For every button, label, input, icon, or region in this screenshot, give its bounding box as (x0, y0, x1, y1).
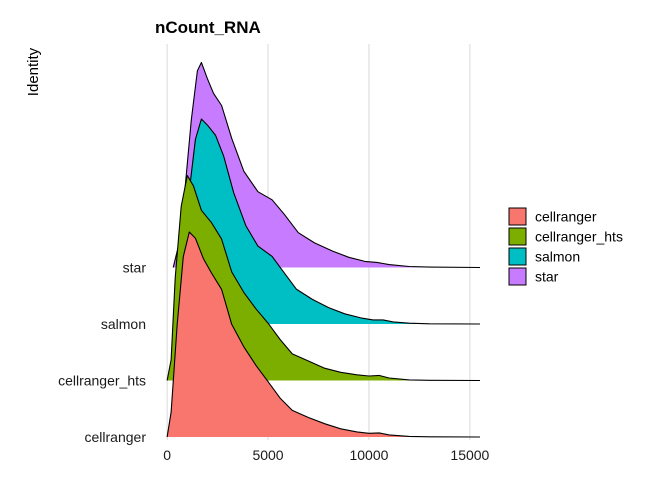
x-tick-label-2: 10000 (349, 447, 388, 463)
ridge-fill-salmon (173, 119, 480, 324)
legend-label-salmon: salmon (535, 249, 580, 265)
ridges (166, 61, 481, 438)
ridge-outline-cellranger-hts (166, 174, 481, 382)
ridge-fill-cellranger (167, 232, 480, 437)
y-tick-label-cellranger-hts: cellranger_hts (58, 373, 146, 389)
ridge-outline-salmon (172, 118, 481, 325)
y-tick-labels: cellranger cellranger_hts salmon star (58, 260, 146, 446)
legend-key-star (508, 267, 527, 286)
x-tick-labels: 0 5000 10000 15000 (163, 447, 489, 463)
chart-title: nCount_RNA (155, 18, 261, 37)
legend-key-cellranger (508, 207, 527, 226)
y-axis-title: Identity (25, 47, 42, 96)
legend-label-cellranger-hts: cellranger_hts (535, 229, 623, 245)
x-tick-label-1: 5000 (252, 447, 283, 463)
legend-key-salmon (508, 247, 527, 266)
y-tick-label-cellranger: cellranger (85, 429, 147, 445)
legend-label-cellranger: cellranger (535, 209, 597, 225)
ridge-outline-star (172, 61, 481, 269)
ridge-outline-cellranger (166, 231, 481, 438)
x-tick-label-3: 15000 (450, 447, 489, 463)
legend-label-star: star (535, 269, 559, 285)
ridge-fill-cellranger-hts (167, 175, 480, 381)
y-tick-label-salmon: salmon (101, 316, 146, 332)
y-tick-label-star: star (123, 260, 147, 276)
x-tick-label-0: 0 (163, 447, 171, 463)
ridge-fill-star (173, 62, 480, 268)
legend-key-cellranger-hts (508, 227, 527, 246)
